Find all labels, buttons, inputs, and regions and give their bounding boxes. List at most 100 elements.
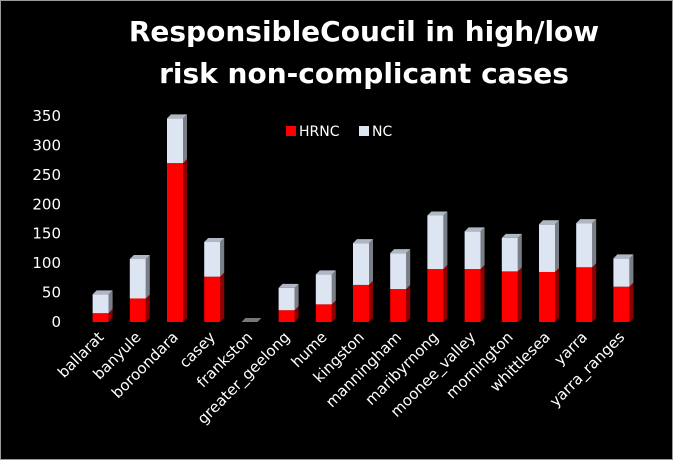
- legend-swatch-nc: [359, 126, 369, 136]
- bar-side-nc: [555, 220, 559, 272]
- bar-segment-nc: [390, 253, 407, 290]
- bar-segment-nc: [501, 237, 518, 272]
- bar-stack-boroondara: [167, 114, 187, 322]
- bar-side-hrnc: [331, 300, 336, 322]
- bar-stack-mornington: [501, 233, 522, 322]
- bar-top-cap: [92, 290, 113, 295]
- bar-side-nc: [183, 114, 187, 164]
- legend-label-nc: NC: [372, 124, 392, 140]
- bar-side-hrnc: [629, 282, 634, 322]
- legend-label-hrnc: HRNC: [299, 124, 340, 140]
- bar-segment-hrnc: [92, 313, 109, 322]
- bar-side-nc: [220, 237, 225, 277]
- bar-segment-nc: [92, 294, 109, 314]
- bar-segment-nc: [427, 215, 444, 270]
- bar-stack-kingston: [353, 239, 373, 322]
- bar-segment-hrnc: [427, 269, 444, 322]
- bar-side-hrnc: [443, 265, 448, 322]
- bar-top-cap: [390, 249, 411, 254]
- bar-stack-moonee-valley: [464, 227, 485, 322]
- y-tick-label: 350: [32, 107, 61, 125]
- bar-stack-manningham: [390, 249, 411, 322]
- bar-side-nc: [294, 283, 299, 311]
- bar-top-cap: [539, 220, 559, 225]
- bar-top-cap: [167, 114, 187, 119]
- bar-side-hrnc: [220, 272, 225, 322]
- bar-side-nc: [331, 270, 336, 305]
- bar-side-hrnc: [480, 265, 485, 322]
- bar-top-cap: [501, 233, 522, 238]
- legend-swatch-hrnc: [286, 126, 296, 136]
- bar-stack-yarra-ranges: [613, 254, 634, 322]
- bar-stack-banyule: [129, 255, 150, 322]
- bar-stack-yarra: [576, 219, 597, 322]
- bar-segment-hrnc: [278, 310, 295, 322]
- bar-stack-maribyrnong: [427, 211, 448, 322]
- bar-side-nc: [369, 239, 373, 285]
- bar-segment-hrnc: [315, 304, 332, 322]
- bar-segment-nc: [576, 223, 593, 268]
- bar-segment-hrnc: [353, 284, 369, 322]
- bar-side-hrnc: [145, 294, 150, 322]
- bar-side-nc: [629, 254, 634, 287]
- bar-side-hrnc: [294, 306, 299, 322]
- bar-stack-casey: [204, 237, 225, 322]
- bar-top-cap: [129, 255, 150, 260]
- bar-side-nc: [480, 227, 485, 270]
- bar-top-cap: [315, 270, 336, 275]
- bar-side-nc: [517, 233, 522, 272]
- bar-side-hrnc: [517, 267, 522, 322]
- bar-side-hrnc: [555, 267, 559, 322]
- bar-segment-nc: [464, 231, 481, 270]
- y-axis: 0 50 100 150 200 250 300 350: [32, 107, 61, 331]
- bar-stack-greater-geelong: [278, 283, 299, 322]
- bar-top-cap: [613, 254, 634, 259]
- bar-segment-nc: [204, 241, 221, 277]
- bar-segment-hrnc: [501, 271, 518, 322]
- bar-side-hrnc: [406, 285, 411, 322]
- bar-top-cap: [241, 318, 262, 322]
- y-tick-label: 100: [32, 254, 61, 272]
- bar-segment-hrnc: [576, 267, 593, 322]
- y-tick-label: 250: [32, 166, 61, 184]
- bar-segment-nc: [539, 224, 555, 272]
- bar-segment-hrnc: [167, 163, 183, 322]
- bar-segment-nc: [353, 243, 369, 285]
- bar-stack-whittlesea: [539, 220, 559, 322]
- bar-stack-frankston: [241, 318, 262, 322]
- bar-side-hrnc: [183, 159, 187, 322]
- bar-segment-nc: [167, 118, 183, 164]
- bar-segment-nc: [613, 258, 630, 287]
- bar-top-cap: [353, 239, 373, 244]
- bar-side-hrnc: [108, 309, 113, 322]
- y-tick-label: 0: [51, 313, 61, 331]
- bar-segment-hrnc: [390, 289, 407, 322]
- bar-segment-hrnc: [464, 269, 481, 322]
- bar-segment-hrnc: [129, 298, 146, 322]
- bar-top-cap: [204, 237, 225, 242]
- bar-segment-hrnc: [613, 286, 630, 322]
- bar-top-cap: [278, 283, 299, 288]
- bar-segment-hrnc: [204, 276, 221, 322]
- bar-segment-hrnc: [539, 271, 555, 322]
- bar-top-cap: [427, 211, 448, 216]
- bar-segment-nc: [278, 287, 295, 311]
- bar-side-nc: [145, 255, 150, 299]
- bar-side-nc: [443, 211, 448, 270]
- bar-top-cap: [464, 227, 485, 232]
- bar-side-nc: [592, 219, 597, 268]
- y-tick-label: 150: [32, 225, 61, 243]
- bar-side-nc: [108, 290, 113, 314]
- y-tick-label: 300: [32, 136, 61, 154]
- x-axis: ballaratbanyuleboroondaracaseyfrankstong…: [54, 328, 629, 428]
- y-tick-label: 200: [32, 195, 61, 213]
- bar-stack-ballarat: [92, 290, 113, 322]
- bars: [92, 114, 634, 322]
- bar-side-hrnc: [369, 280, 373, 322]
- bar-stack-hume: [315, 270, 336, 322]
- chart-title-line-1: ResponsibleCoucil in high/low: [129, 15, 599, 48]
- y-tick-label: 50: [42, 284, 61, 302]
- bar-top-cap: [576, 219, 597, 224]
